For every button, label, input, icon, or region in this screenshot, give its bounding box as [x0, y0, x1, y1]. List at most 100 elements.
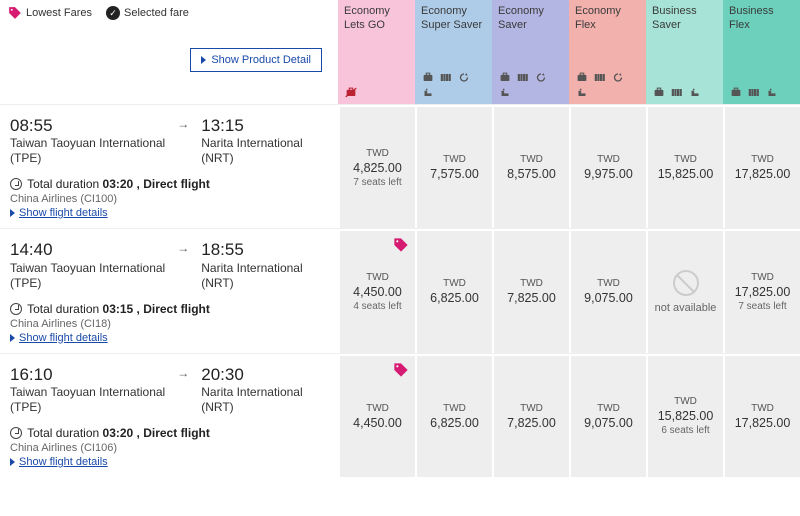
fare-price: 6,825.00	[430, 416, 479, 430]
fare-currency: TWD	[751, 272, 774, 283]
fare-class-header[interactable]: BusinessSaver	[646, 0, 723, 104]
fare-class-header[interactable]: EconomySuper Saver	[415, 0, 492, 104]
no-bag-icon	[344, 87, 358, 98]
selected-fare-label: Selected fare	[124, 7, 189, 19]
fare-class-feature-icons	[498, 72, 563, 98]
arrival-time: 18:55	[201, 239, 302, 260]
chevron-right-icon	[201, 56, 206, 64]
direction-arrow-icon: →	[177, 115, 189, 131]
bag-icon	[652, 87, 666, 98]
fare-cell[interactable]: TWD15,825.006 seats left	[646, 354, 723, 477]
fare-cell[interactable]: TWD9,075.00	[569, 354, 646, 477]
duration-value: 03:20	[103, 177, 137, 191]
show-flight-details-label: Show flight details	[19, 332, 108, 344]
fare-cell[interactable]: TWD7,825.00	[492, 229, 569, 352]
fare-cell[interactable]: TWD17,825.007 seats left	[723, 229, 800, 352]
duration-line: Total duration 03:15 , Direct flight	[10, 301, 328, 316]
airline-info: China Airlines (CI100)	[10, 193, 328, 205]
fare-class-header[interactable]: EconomyFlex	[569, 0, 646, 104]
departure-airport-code: (TPE)	[10, 151, 165, 166]
fare-currency: TWD	[674, 396, 697, 407]
fare-cell[interactable]: TWD4,450.004 seats left	[338, 229, 415, 352]
fare-cell[interactable]: TWD9,975.00	[569, 105, 646, 228]
bag-icon	[421, 72, 435, 83]
chevron-right-icon	[10, 209, 15, 217]
fare-cell[interactable]: TWD8,575.00	[492, 105, 569, 228]
clock-icon	[10, 303, 22, 315]
fare-class-header[interactable]: EconomySaver	[492, 0, 569, 104]
departure-airport-name: Taiwan Taoyuan International	[10, 136, 165, 151]
arrival-block: 18:55Narita International(NRT)	[201, 239, 302, 290]
clock-icon	[10, 178, 22, 190]
departure-block: 14:40Taiwan Taoyuan International(TPE)	[10, 239, 165, 290]
fare-cell[interactable]: TWD17,825.00	[723, 105, 800, 228]
fare-cell[interactable]: TWD7,575.00	[415, 105, 492, 228]
arrival-airport-code: (NRT)	[201, 151, 302, 166]
fare-class-title: EconomySaver	[498, 5, 563, 33]
direction-arrow-icon: →	[177, 364, 189, 380]
fare-class-header[interactable]: EconomyLets GO	[338, 0, 415, 104]
fare-class-header[interactable]: BusinessFlex	[723, 0, 800, 104]
fare-cell[interactable]: TWD6,825.00	[415, 229, 492, 352]
duration-value: 03:15	[103, 302, 137, 316]
flight-info: 08:55Taiwan Taoyuan International(TPE)→1…	[0, 105, 338, 228]
fare-cell[interactable]: TWD7,825.00	[492, 354, 569, 477]
fare-class-feature-icons	[421, 72, 486, 98]
duration-prefix: Total duration	[27, 302, 102, 316]
duration-prefix: Total duration	[27, 426, 102, 440]
flight-times: 14:40Taiwan Taoyuan International(TPE)→1…	[10, 239, 328, 290]
pax-icon	[421, 87, 435, 98]
seat-icon	[670, 87, 684, 98]
fare-cell[interactable]: TWD15,825.00	[646, 105, 723, 228]
fare-cell[interactable]: TWD9,075.00	[569, 229, 646, 352]
selected-fare-check-icon: ✓	[106, 6, 120, 20]
seat-icon	[439, 72, 453, 83]
fare-cell[interactable]: TWD17,825.00	[723, 354, 800, 477]
lowest-fare-tag-icon	[393, 237, 409, 256]
fare-cell[interactable]: TWD 6,825.00	[415, 354, 492, 477]
show-flight-details-link[interactable]: Show flight details	[10, 456, 108, 468]
refresh-icon	[611, 72, 625, 83]
fare-cell[interactable]: TWD4,825.007 seats left	[338, 105, 415, 228]
seat-icon	[593, 72, 607, 83]
departure-airport-code: (TPE)	[10, 276, 165, 291]
fare-currency: TWD	[751, 403, 774, 414]
pax-icon	[575, 87, 589, 98]
show-flight-details-link[interactable]: Show flight details	[10, 207, 108, 219]
fare-class-title: EconomySuper Saver	[421, 5, 486, 33]
arrival-block: 13:15Narita International(NRT)	[201, 115, 302, 166]
fare-class-title: EconomyFlex	[575, 5, 640, 33]
fare-currency: TWD	[366, 403, 389, 414]
show-flight-details-link[interactable]: Show flight details	[10, 332, 108, 344]
lowest-fares-tag-icon	[8, 6, 22, 20]
fare-currency: TWD	[366, 272, 389, 283]
fare-currency: TWD	[597, 403, 620, 414]
fare-seats-left: 6 seats left	[661, 425, 709, 436]
fare-currency: TWD	[674, 154, 697, 165]
fare-seats-left: 7 seats left	[353, 177, 401, 188]
fare-class-feature-icons	[344, 87, 409, 98]
not-available-icon	[673, 270, 699, 296]
fare-price: 7,825.00	[507, 291, 556, 305]
fare-currency: TWD	[520, 403, 543, 414]
fare-currency: TWD	[443, 403, 466, 414]
fare-price: 4,450.00	[353, 285, 402, 299]
header-row: Lowest Fares ✓ Selected fare Show Produc…	[0, 0, 800, 104]
fare-cells: TWD4,450.00TWD6,825.00TWD7,825.00TWD9,07…	[338, 354, 800, 477]
bag-icon	[575, 72, 589, 83]
show-product-detail-button[interactable]: Show Product Detail	[190, 48, 322, 72]
clock-icon	[10, 427, 22, 439]
duration-prefix: Total duration	[27, 177, 102, 191]
fare-class-title: BusinessSaver	[652, 5, 717, 33]
fare-cell[interactable]: TWD4,450.00	[338, 354, 415, 477]
flight-times: 08:55Taiwan Taoyuan International(TPE)→1…	[10, 115, 328, 166]
refresh-icon	[534, 72, 548, 83]
chevron-right-icon	[10, 334, 15, 342]
arrival-airport-code: (NRT)	[201, 400, 302, 415]
fare-cells: TWD4,825.007 seats leftTWD7,575.00TWD8,5…	[338, 105, 800, 228]
fare-cells: TWD4,450.004 seats leftTWD6,825.00TWD7,8…	[338, 229, 800, 352]
fare-price: 17,825.00	[735, 167, 791, 181]
legend: Lowest Fares ✓ Selected fare	[8, 6, 330, 20]
arrival-time: 13:15	[201, 115, 302, 136]
fare-cell: not available	[646, 229, 723, 352]
